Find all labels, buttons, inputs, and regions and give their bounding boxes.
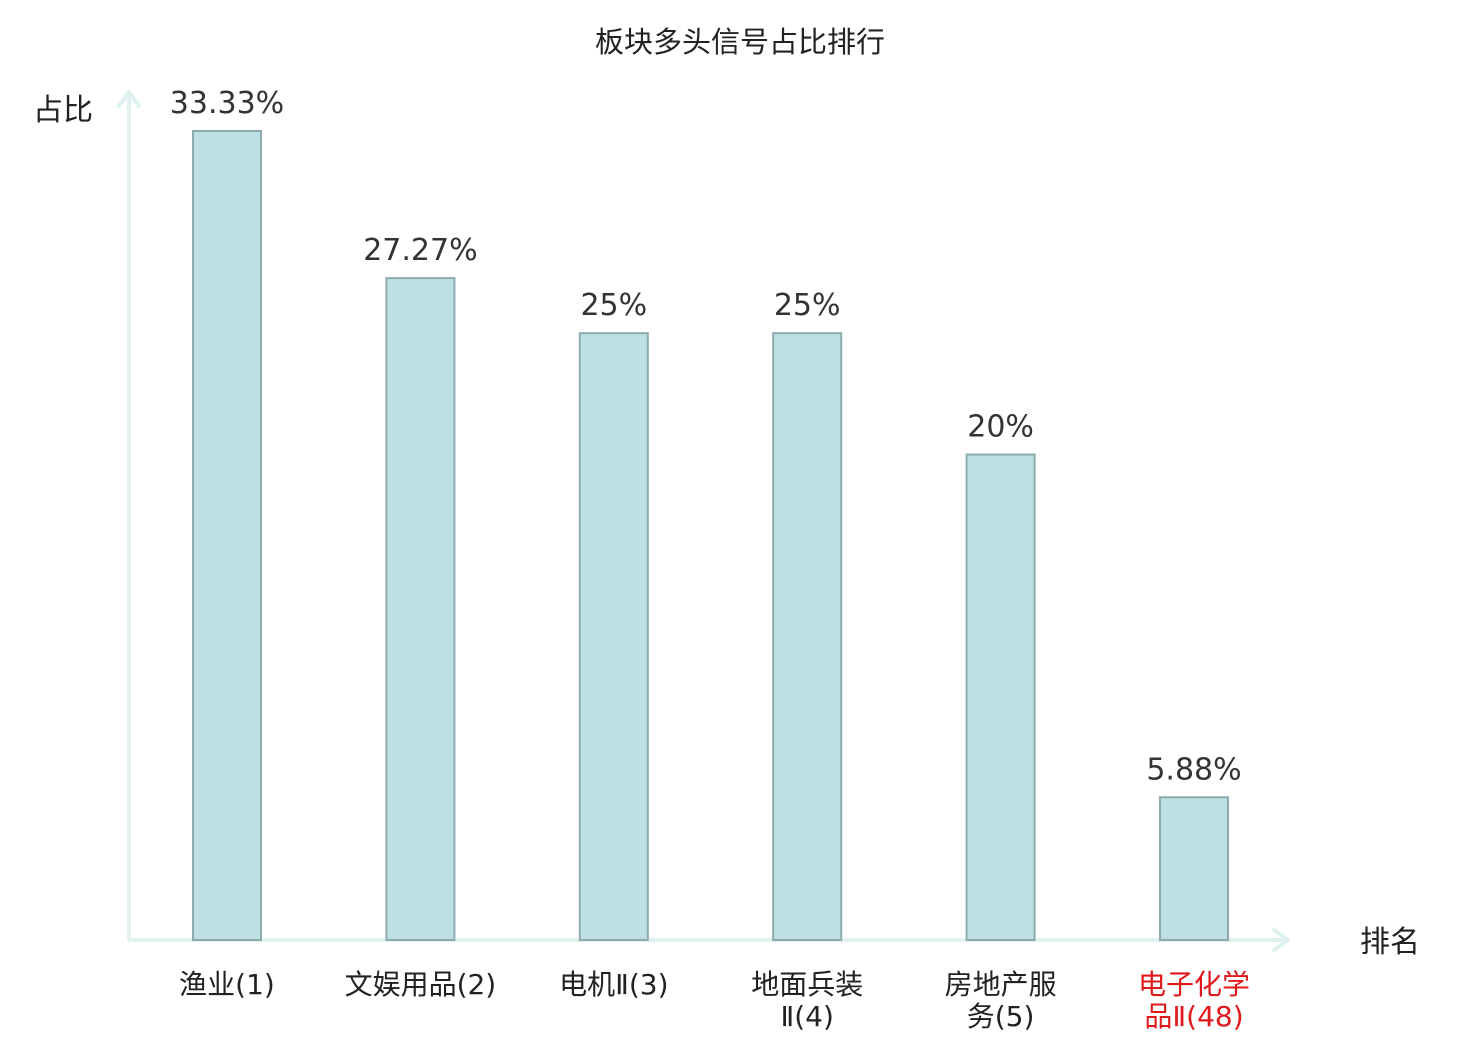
x-tick-label-3-line-1: Ⅱ(4)	[780, 1000, 833, 1033]
bar-4	[965, 453, 1036, 941]
x-tick-label-4-line-1: 务(5)	[967, 1000, 1035, 1033]
bar-1	[385, 277, 456, 942]
x-axis-label: 排名	[1360, 925, 1420, 960]
value-label-1: 27.27%	[363, 233, 477, 268]
bar-5	[1159, 796, 1229, 942]
bars-group: 33.33% 渔业(1) 27.27% 文娱用品(2) 25% 电机Ⅱ(3) 25% 地面兵装…	[170, 86, 1250, 1033]
bar-0	[192, 130, 262, 941]
bar-2	[578, 332, 649, 941]
x-tick-label-0: 渔业(1)	[179, 968, 275, 1001]
value-label-4: 20%	[967, 410, 1034, 445]
x-tick-label-5-line-1: 品Ⅱ(48)	[1144, 1000, 1243, 1033]
chart-title: 板块多头信号占比排行	[595, 25, 885, 59]
x-tick-label-4-line-0: 房地产服	[945, 968, 1057, 1001]
y-axis-label: 占比	[33, 93, 93, 128]
bar-3	[772, 332, 843, 941]
x-tick-label-3-line-0: 地面兵装	[751, 968, 863, 1001]
value-label-0: 33.33%	[170, 86, 284, 121]
x-axis-arrow	[1272, 928, 1290, 952]
value-label-3: 25%	[774, 288, 841, 323]
x-tick-label-2: 电机Ⅱ(3)	[559, 968, 668, 1001]
x-tick-label-5-line-0: 电子化学	[1138, 968, 1250, 1001]
x-tick-label-1: 文娱用品(2)	[345, 968, 497, 1001]
value-label-2: 25%	[580, 288, 647, 323]
value-label-5: 5.88%	[1146, 752, 1241, 787]
